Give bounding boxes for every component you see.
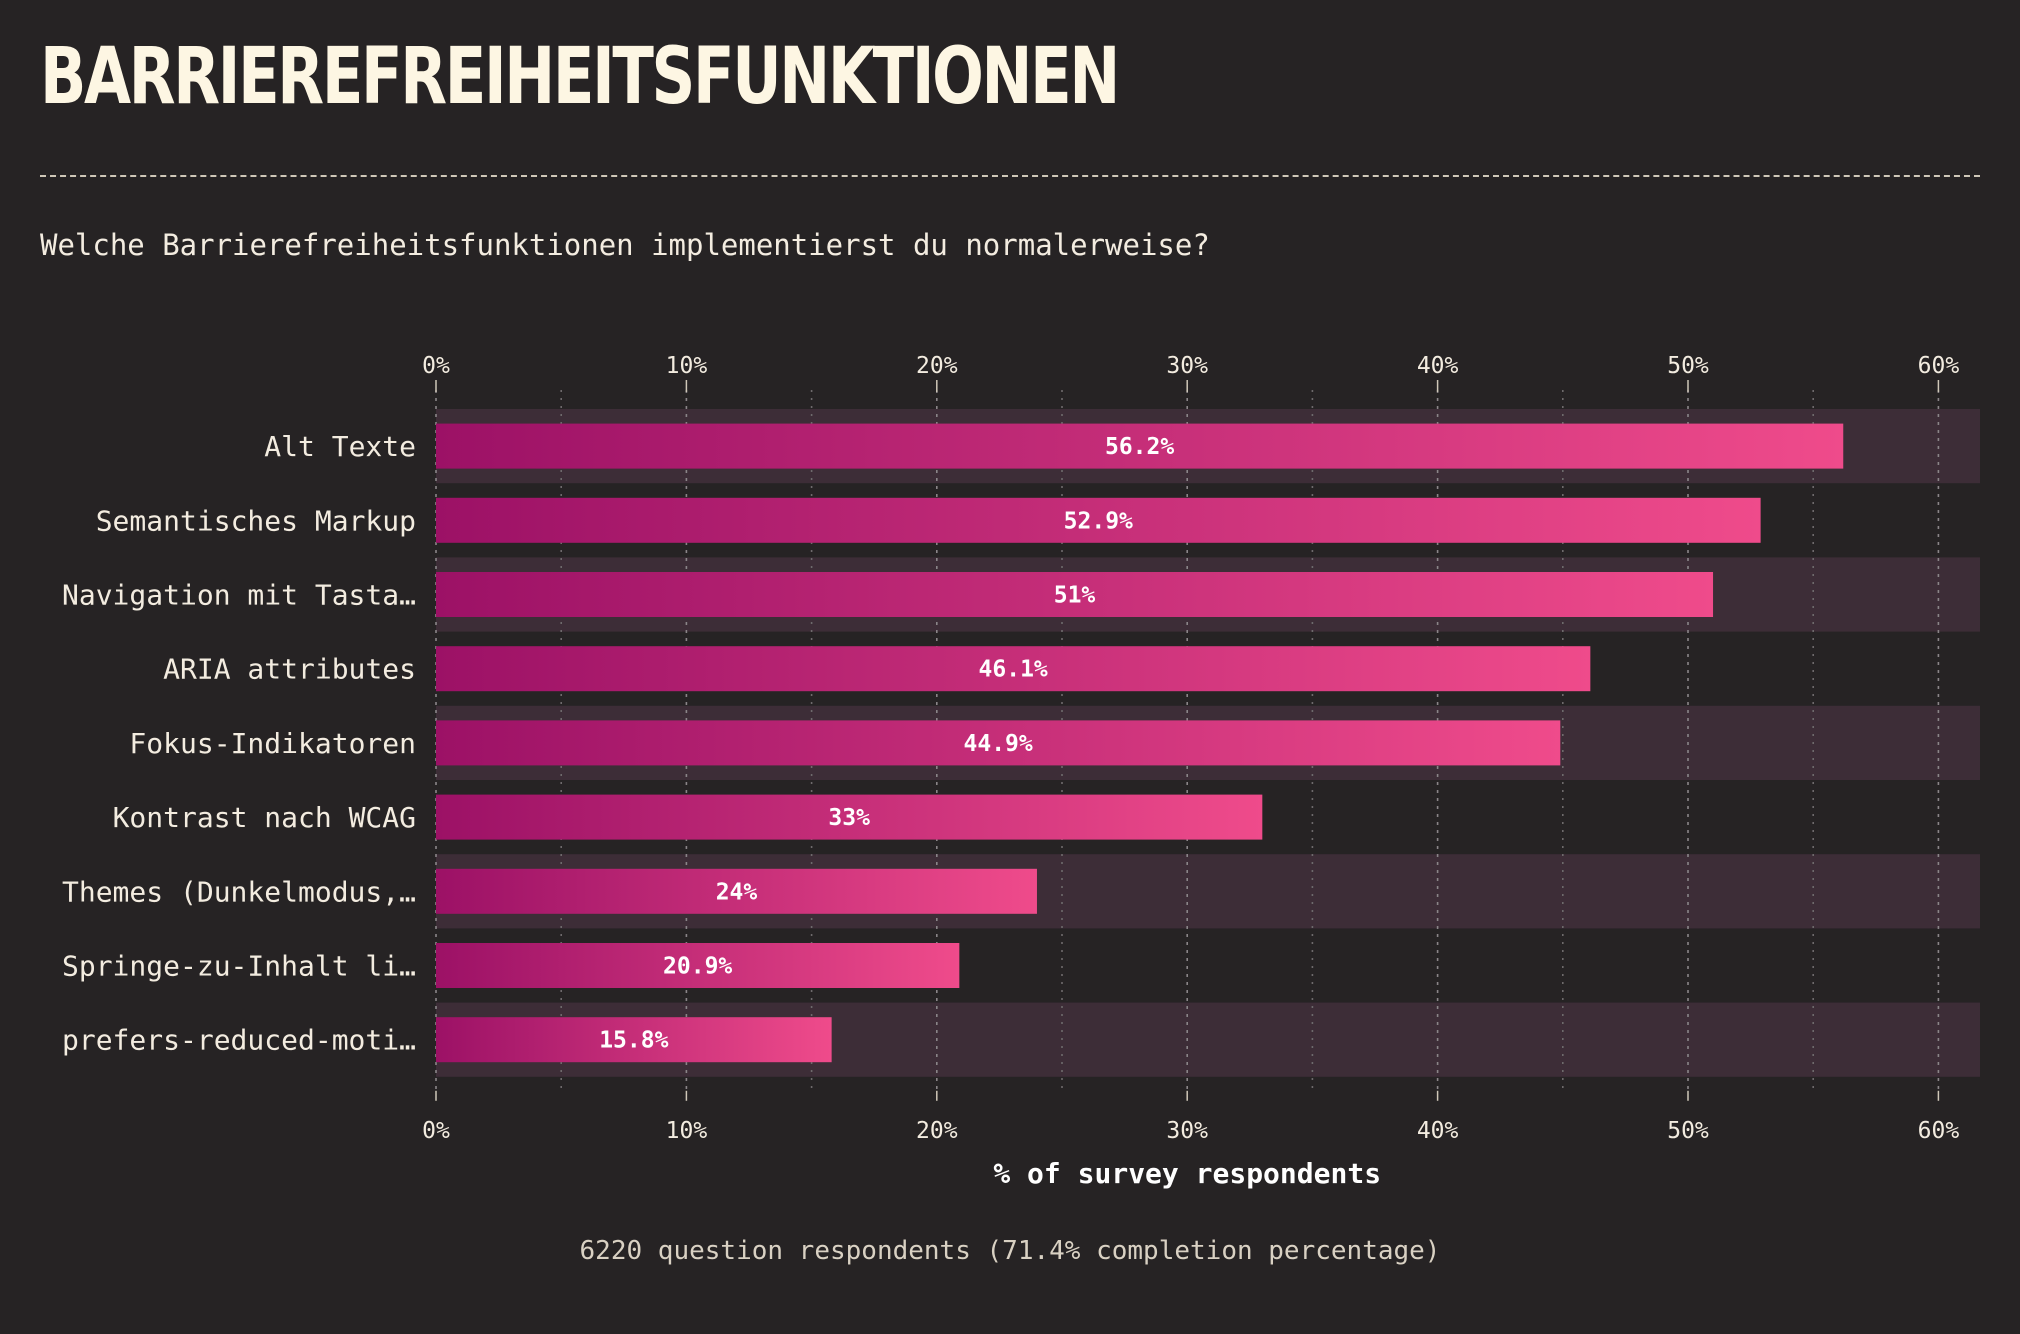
bar-value-label: 44.9% [964,731,1033,757]
category-label: Navigation mit Tasta… [62,579,416,612]
bar-value-label: 51% [1054,583,1096,609]
bar-value-label: 46.1% [979,657,1048,683]
category-label: Fokus-Indikatoren [129,727,416,760]
category-label: Springe-zu-Inhalt li… [62,950,416,983]
x-tick-label-top: 20% [916,353,958,379]
bar-value-label: 52.9% [1064,508,1133,534]
bar [436,497,1761,543]
category-label: prefers-reduced-moti… [62,1024,416,1057]
x-tick-label-bottom: 60% [1918,1118,1960,1144]
bar [436,868,1037,914]
x-tick-label-top: 30% [1166,353,1208,379]
bar [436,1017,832,1063]
bar-chart: 56.2%52.9%51%46.1%44.9%33%24%20.9%15.8% … [62,353,1980,1190]
question-text: Welche Barrierefreiheitsfunktionen imple… [40,228,1210,262]
axis-ticks: 0% 0% 10% 10% 20% 20% 30% 30% 40% 40% 50% 50% 60% 60% [422,353,1959,1144]
x-tick-label-top: 60% [1918,353,1960,379]
x-tick-label-bottom: 40% [1417,1118,1459,1144]
page-title: BARRIEREFREIHEITSFUNKTIONEN [40,32,1120,122]
bar-value-label: 24% [716,879,758,905]
bar-value-label: 15.8% [599,1028,668,1054]
x-tick-label-bottom: 0% [422,1118,450,1144]
bar-value-label: 20.9% [663,954,732,980]
x-tick-label-bottom: 10% [666,1118,708,1144]
bar [436,943,960,988]
category-label: ARIA attributes [163,653,416,686]
x-axis-title: % of survey respondents [993,1157,1381,1190]
category-label: Kontrast nach WCAG [113,801,416,834]
x-tick-label-bottom: 50% [1667,1118,1709,1144]
x-tick-label-top: 10% [666,353,708,379]
respondents-footer: 6220 question respondents (71.4% complet… [579,1236,1441,1266]
bar-value-label: 56.2% [1105,434,1174,460]
bars: 56.2% 52.9% 51% 46.1% 44.9% 33% 24% 20.9% 15.8% [436,423,1844,1063]
x-tick-label-bottom: 30% [1166,1118,1208,1144]
bar [436,423,1844,469]
bar-value-label: 33% [828,805,870,831]
x-tick-label-top: 0% [422,353,450,379]
bar [436,646,1591,692]
category-label: Themes (Dunkelmodus,… [62,875,416,908]
category-label: Alt Texte [264,430,416,463]
title-divider [40,175,1980,177]
category-label: Semantisches Markup [96,504,416,537]
x-tick-label-top: 50% [1667,353,1709,379]
bar [436,794,1263,840]
x-tick-label-top: 40% [1417,353,1459,379]
bar [436,720,1561,766]
x-tick-label-bottom: 20% [916,1118,958,1144]
category-labels: Alt Texte Semantisches Markup Navigation m… [62,430,416,1057]
bar [436,572,1714,617]
